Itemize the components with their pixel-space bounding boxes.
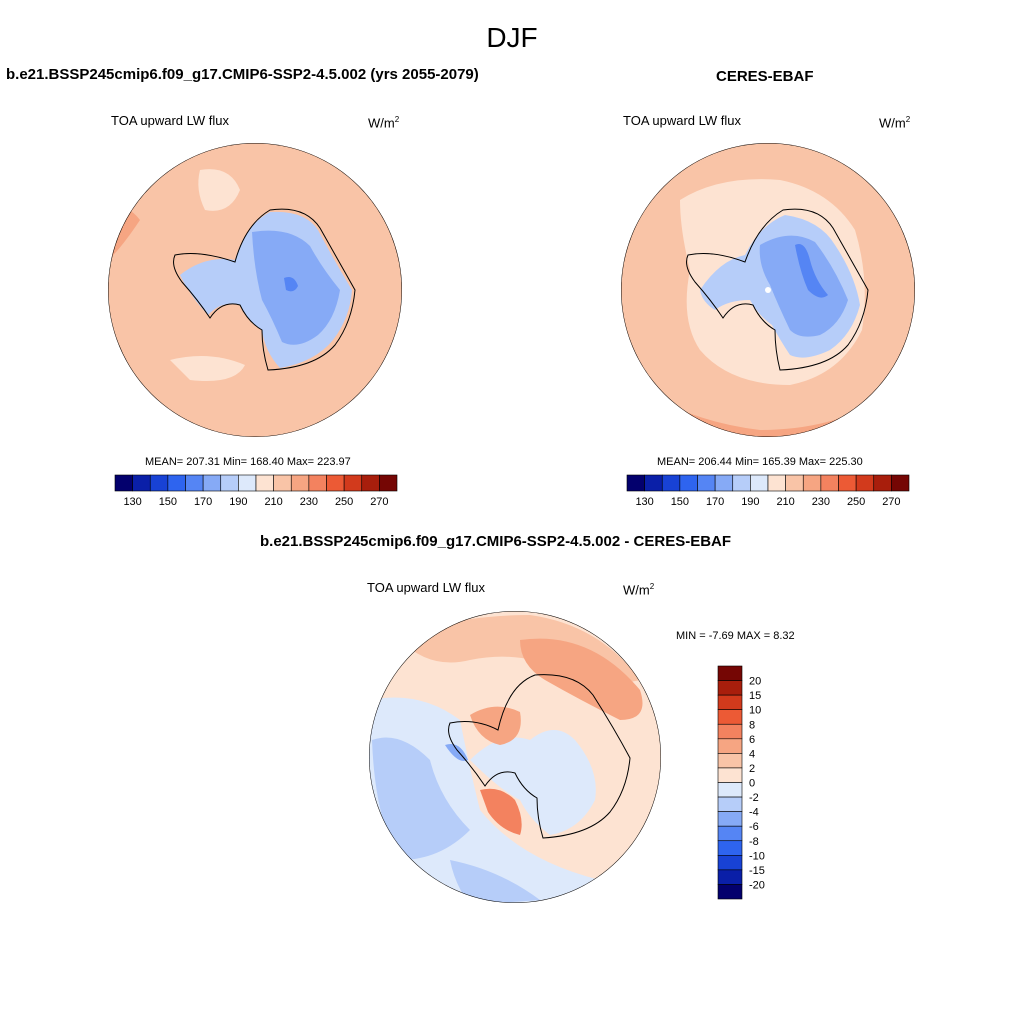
panel-2-colorbar-tick-label: 230 <box>812 496 830 508</box>
panel-3-colorbar-swatch <box>717 782 743 798</box>
panel-3-colorbar-swatch <box>717 709 743 725</box>
panel-3-colorbar-swatch <box>717 869 743 885</box>
panel-1-colorbar-swatch <box>290 474 310 492</box>
panel-3-colorbar-swatch <box>717 665 743 681</box>
panel-3-title: b.e21.BSSP245cmip6.f09_g17.CMIP6-SSP2-4.… <box>260 533 732 550</box>
panel-1-colorbar-swatch <box>132 474 151 492</box>
panel-2-colorbar-swatch <box>661 474 681 492</box>
panel-1-colorbar-swatch <box>326 474 345 492</box>
panel-3-map <box>369 611 661 903</box>
panel-2-colorbar-swatch <box>750 474 769 492</box>
panel-1-title: b.e21.BSSP245cmip6.f09_g17.CMIP6-SSP2-4.… <box>6 66 479 83</box>
panel-2-colorbar-swatch <box>714 474 734 492</box>
panel-3-colorbar-tick-label: -6 <box>749 821 759 833</box>
panel-3-colorbar-swatch <box>717 680 743 696</box>
panel-2-colorbar-tick-label: 170 <box>706 496 724 508</box>
panel-2-colorbar-tick-label: 270 <box>882 496 900 508</box>
panel-1-colorbar-tick-label: 150 <box>159 496 177 508</box>
panel-2-colorbar-swatch <box>891 474 910 492</box>
panel-1-colorbar: 130 150 170 190 210 230 250 270 <box>114 474 398 508</box>
panel-1-colorbar-swatch <box>220 474 239 492</box>
panel-3-colorbar-tick-label: -8 <box>749 836 759 848</box>
panel-3-colorbar-tick-label: -20 <box>749 879 765 891</box>
panel-1-colorbar-swatch <box>238 474 257 492</box>
panel-3-colorbar-swatch <box>717 840 743 856</box>
panel-1-colorbar-tick-label: 170 <box>194 496 212 508</box>
panel-3-colorbar-swatch <box>717 825 743 842</box>
panel-1-colorbar-swatch <box>379 474 398 492</box>
panel-2-colorbar-swatch <box>820 474 839 492</box>
panel-1-colorbar-tick-label: 130 <box>123 496 141 508</box>
panel-3-colorbar-swatch <box>717 796 743 812</box>
panel-1-colorbar-tick-label: 270 <box>370 496 388 508</box>
panel-3-colorbar-tick-label: 2 <box>749 763 755 775</box>
panel-3-colorbar-tick-label: 6 <box>749 734 755 746</box>
panel-1-colorbar-tick-label: 250 <box>335 496 353 508</box>
panel-2-colorbar-swatch <box>626 474 645 492</box>
panel-3-colorbar-swatch <box>717 855 743 871</box>
panel-2-colorbar-tick-label: 250 <box>847 496 865 508</box>
panel-2-colorbar-swatch <box>644 474 663 492</box>
panel-2-stats: MEAN= 206.44 Min= 165.39 Max= 225.30 <box>657 456 863 468</box>
panel-3-colorbar-tick-label: -15 <box>749 865 765 877</box>
panel-3-colorbar-tick-label: -4 <box>749 807 759 819</box>
panel-3-colorbar-swatch <box>717 723 743 740</box>
panel-3-colorbar-swatch <box>717 694 743 710</box>
panel-3-colorbar-tick-label: 10 <box>749 705 761 717</box>
panel-2-colorbar-tick-label: 190 <box>741 496 759 508</box>
panel-1-colorbar-swatch <box>273 474 292 492</box>
panel-2-colorbar-swatch <box>697 474 716 492</box>
panel-1-stats: MEAN= 207.31 Min= 168.40 Max= 223.97 <box>145 456 351 468</box>
panel-1-colorbar-tick-label: 210 <box>264 496 282 508</box>
panel-2-colorbar-swatch <box>838 474 857 492</box>
panel-2-units: W/m2 <box>879 115 911 131</box>
panel-2-colorbar-swatch <box>767 474 786 492</box>
panel-1-colorbar-swatch <box>255 474 274 492</box>
panel-3-stats: MIN = -7.69 MAX = 8.32 <box>676 630 795 642</box>
panel-2-colorbar-swatch <box>873 474 892 492</box>
panel-1-colorbar-swatch <box>114 474 133 492</box>
panel-1-units: W/m2 <box>368 115 400 131</box>
panel-3-colorbar-swatch <box>717 767 743 783</box>
panel-1-colorbar-tick-label: 190 <box>229 496 247 508</box>
panel-3-colorbar-swatch <box>717 884 743 900</box>
panel-3-colorbar-swatch <box>717 811 743 827</box>
panel-3-colorbar-swatch <box>717 753 743 769</box>
panel-3-units: W/m2 <box>623 582 655 598</box>
panel-3-colorbar-tick-label: -10 <box>749 850 765 862</box>
panel-3-colorbar-tick-label: 15 <box>749 690 761 702</box>
panel-3-colorbar-tick-label: 0 <box>749 778 755 790</box>
panel-1-colorbar-tick-label: 230 <box>300 496 318 508</box>
panel-2-colorbar-swatch <box>732 474 751 492</box>
panel-2-colorbar-tick-label: 150 <box>671 496 689 508</box>
panel-2-colorbar-swatch <box>679 474 698 492</box>
panel-2-colorbar-tick-label: 130 <box>635 496 653 508</box>
panel-1-variable-label: TOA upward LW flux <box>111 113 230 128</box>
panel-3-colorbar-tick-label: 4 <box>749 748 755 760</box>
panel-1-colorbar-swatch <box>167 474 186 492</box>
panel-3-variable-label: TOA upward LW flux <box>367 580 486 595</box>
panel-2-map <box>621 143 915 437</box>
panel-1-colorbar-swatch <box>308 474 327 492</box>
panel-3-colorbar-tick-label: 8 <box>749 719 755 731</box>
panel-3-colorbar-swatch <box>717 738 743 754</box>
panel-3-colorbar-tick-label: 20 <box>749 676 761 688</box>
panel-2-variable-label: TOA upward LW flux <box>623 113 742 128</box>
panel-2-title: CERES-EBAF <box>716 68 814 85</box>
panel-1-colorbar-swatch <box>202 474 222 492</box>
panel-2-colorbar-swatch <box>802 474 822 492</box>
panel-3-colorbar-tick-label: -2 <box>749 792 759 804</box>
panel-2-colorbar-tick-label: 210 <box>776 496 794 508</box>
panel-1-colorbar-swatch <box>185 474 204 492</box>
panel-1-colorbar-swatch <box>343 474 363 492</box>
panel-1-map <box>108 143 402 437</box>
figure-title: DJF <box>486 22 538 53</box>
panel-1-colorbar-swatch <box>361 474 380 492</box>
panel-1-colorbar-swatch <box>149 474 169 492</box>
panel-2-colorbar-swatch <box>785 474 804 492</box>
panel-2-colorbar-swatch <box>855 474 875 492</box>
panel-2-colorbar: 130 150 170 190 210 230 250 270 <box>626 474 910 508</box>
